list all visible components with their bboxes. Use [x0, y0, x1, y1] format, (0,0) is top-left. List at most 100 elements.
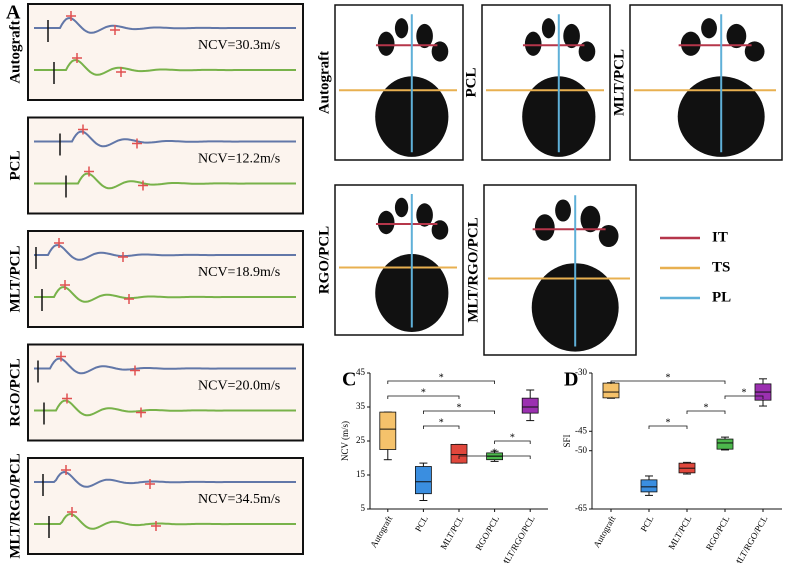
print-blob — [431, 220, 449, 240]
significance-label: * — [421, 387, 426, 398]
marker-cross — [54, 238, 64, 248]
print-blob — [524, 31, 542, 56]
y-tick-label: 15 — [356, 469, 366, 479]
print-blob — [744, 41, 765, 62]
marker-cross — [61, 465, 71, 475]
legend-label: IT — [712, 229, 728, 245]
print-blob — [555, 199, 571, 222]
marker-cross — [66, 11, 76, 21]
significance-bracket — [423, 425, 460, 429]
x-tick-label: Autograft — [591, 514, 617, 550]
significance-label: * — [439, 417, 444, 428]
box — [414, 466, 432, 495]
row-label: PCL — [7, 151, 23, 181]
y-tick-label: -30 — [575, 367, 587, 377]
row-label: MLT/RGO/PCL — [7, 453, 23, 558]
marker-cross — [151, 521, 161, 531]
box — [716, 438, 734, 450]
significance-label: * — [439, 372, 444, 383]
marker-cross — [60, 280, 70, 290]
image-label: MLT/PCL — [611, 49, 627, 116]
row-label: MLT/PCL — [7, 246, 23, 313]
y-tick-label: 5 — [361, 503, 366, 513]
legend-label: TS — [712, 259, 730, 275]
y-tick-label: 45 — [356, 367, 366, 377]
x-tick-label: Autograft — [368, 514, 394, 550]
marker-cross — [110, 25, 120, 35]
image-label: Autograft — [316, 51, 332, 114]
panel-label: A — [6, 2, 21, 24]
significance-bracket — [724, 395, 764, 399]
x-tick-label: PCL — [639, 514, 656, 533]
print-blob — [416, 23, 433, 49]
ncv-label: NCV=18.9m/s — [198, 265, 280, 280]
marker-cross — [116, 67, 126, 77]
significance-bracket — [610, 380, 726, 384]
marker-cross — [136, 407, 146, 418]
ncv-label: NCV=30.3m/s — [198, 38, 280, 53]
trace — [34, 244, 296, 261]
panel-label: D — [564, 369, 578, 391]
y-tick-label: -45 — [575, 425, 587, 435]
trace — [34, 512, 296, 530]
print-blob — [578, 41, 596, 62]
significance-bracket — [387, 380, 495, 384]
print-blob — [377, 210, 395, 235]
box — [521, 397, 539, 414]
print-blob — [394, 197, 409, 218]
marker-cross — [138, 180, 148, 191]
image-label: RGO/PCL — [316, 226, 332, 294]
print-blob — [726, 23, 747, 49]
significance-label: * — [666, 417, 671, 428]
marker-cross — [72, 53, 82, 63]
significance-label: * — [510, 432, 515, 443]
print-blob — [680, 31, 701, 56]
significance-bracket — [387, 395, 460, 399]
significance-bracket — [648, 425, 688, 429]
image-label: PCL — [463, 68, 479, 98]
box — [379, 411, 397, 450]
print-blob — [416, 203, 433, 227]
print-blob — [534, 214, 555, 241]
box — [640, 479, 658, 493]
significance-label: * — [742, 387, 747, 398]
marker-cross — [124, 294, 134, 304]
trace — [34, 357, 296, 375]
significance-label: * — [457, 402, 462, 413]
marker-cross — [118, 252, 128, 262]
ncv-label: NCV=34.5m/s — [198, 492, 280, 507]
x-tick-label: MLT/PCL — [666, 514, 693, 551]
marker-cross — [145, 479, 155, 489]
print-blob — [394, 18, 409, 39]
marker-cross — [62, 393, 72, 404]
box — [602, 382, 620, 399]
x-tick-label: RGO/PCL — [704, 514, 732, 552]
print-blob — [541, 18, 556, 39]
marker-cross — [132, 138, 142, 149]
marker-cross — [56, 351, 66, 362]
print-blob — [598, 224, 619, 248]
trace — [34, 17, 296, 34]
trace-panel — [27, 343, 304, 442]
y-tick-label: 35 — [356, 401, 366, 411]
significance-label: * — [492, 447, 497, 458]
marker-cross — [78, 124, 88, 135]
significance-bracket — [423, 410, 495, 414]
trace-panel — [27, 457, 304, 555]
trace — [34, 286, 296, 303]
trace — [34, 399, 296, 417]
y-axis-label: SFI — [562, 434, 572, 447]
trace — [34, 172, 296, 190]
trace-panel — [27, 116, 304, 215]
x-tick-label: RGO/PCL — [473, 514, 501, 552]
significance-bracket — [686, 410, 726, 414]
significance-bracket — [458, 455, 531, 459]
print-blob — [701, 18, 717, 39]
panel-label: C — [342, 369, 356, 391]
y-tick-label: -65 — [575, 503, 587, 513]
significance-label: * — [704, 402, 709, 413]
print-blob — [377, 31, 395, 56]
row-label: RGO/PCL — [7, 358, 23, 426]
box — [450, 443, 468, 464]
x-tick-label: PCL — [413, 514, 430, 533]
